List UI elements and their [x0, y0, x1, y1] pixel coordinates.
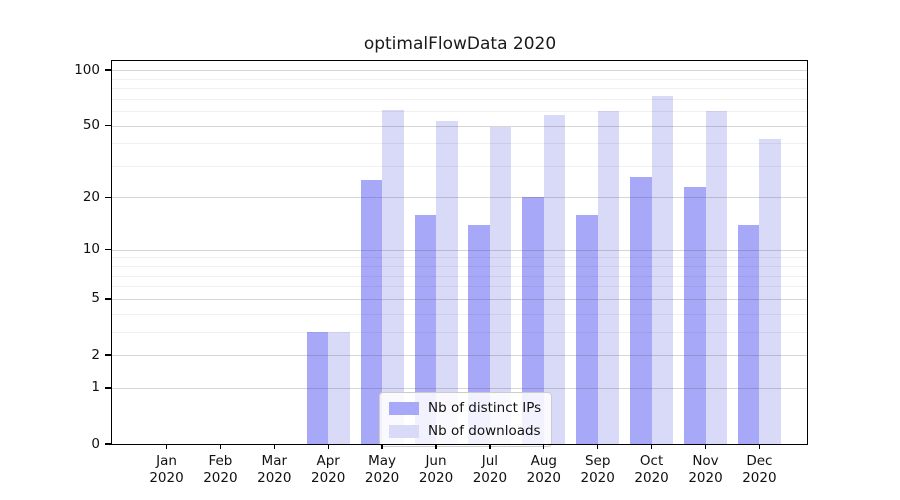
- gridline-major: [112, 298, 808, 300]
- x-axis-tick: [704, 444, 707, 449]
- bar-downloads-nov: [705, 111, 727, 444]
- x-axis-tick-label: Feb 2020: [203, 453, 238, 486]
- gridline-minor: [112, 88, 808, 90]
- x-axis-tick: [489, 444, 491, 449]
- y-axis-tick: [105, 249, 111, 251]
- x-axis-tick: [219, 444, 222, 449]
- axis-spine-right: [807, 61, 809, 445]
- gridline-major: [112, 249, 808, 251]
- bar-distinct-ips-apr: [306, 331, 329, 444]
- bar-downloads-may: [382, 109, 404, 444]
- gridline-minor: [112, 257, 808, 259]
- gridline-minor: [112, 165, 808, 167]
- y-axis-tick-label: 20: [82, 188, 100, 205]
- x-axis-tick-label: Jul 2020: [472, 453, 508, 486]
- legend-swatch-downloads: [389, 424, 419, 438]
- legend-swatch-distinct-ips: [389, 401, 419, 415]
- gridline-major: [112, 125, 808, 127]
- gridline-major: [112, 355, 808, 356]
- bar-downloads-dec: [759, 139, 781, 444]
- x-axis-tick: [381, 444, 383, 449]
- y-axis-tick: [105, 354, 111, 356]
- y-axis-tick: [105, 298, 111, 300]
- axis-spine-bottom: [111, 443, 808, 445]
- x-axis-tick: [543, 444, 545, 449]
- bar-distinct-ips-aug: [522, 197, 544, 444]
- x-axis-tick-label: Jan 2020: [149, 453, 184, 486]
- y-axis-tick-label: 50: [82, 117, 100, 134]
- legend-item-distinct-ips: Nb of distinct IPs: [389, 400, 541, 416]
- x-axis-tick: [758, 444, 761, 449]
- gridline-minor: [112, 313, 808, 315]
- gridline-minor: [112, 78, 808, 80]
- legend: Nb of distinct IPs Nb of downloads: [379, 392, 553, 447]
- bar-downloads-oct: [651, 96, 674, 444]
- gridline-minor: [112, 331, 808, 333]
- y-axis-tick-label: 0: [91, 435, 100, 452]
- bar-distinct-ips-dec: [737, 224, 760, 444]
- bar-downloads-jul: [489, 127, 512, 444]
- x-axis-tick: [165, 444, 168, 449]
- x-axis-tick-label: Nov 2020: [688, 453, 723, 486]
- y-axis-tick-label: 10: [82, 241, 100, 258]
- axis-spine-left: [111, 61, 113, 445]
- gridline-minor: [112, 143, 808, 145]
- bar-distinct-ips-nov: [684, 186, 706, 444]
- bar-downloads-apr: [328, 331, 350, 444]
- x-axis-tick-label: Sep 2020: [580, 453, 615, 486]
- y-axis-tick: [105, 443, 111, 445]
- x-axis-tick: [327, 444, 329, 449]
- x-axis-tick: [650, 444, 653, 449]
- bar-downloads-aug: [543, 115, 566, 444]
- y-axis-tick-label: 5: [91, 290, 100, 307]
- x-axis-tick-label: Oct 2020: [634, 453, 669, 486]
- bar-distinct-ips-oct: [630, 177, 652, 444]
- y-axis-tick: [105, 124, 111, 127]
- y-axis-tick: [105, 69, 111, 71]
- x-axis-tick-label: Aug 2020: [526, 453, 561, 486]
- gridline-minor: [112, 98, 808, 100]
- x-axis-tick-label: Dec 2020: [742, 453, 777, 486]
- x-axis-tick-label: Mar 2020: [257, 453, 292, 486]
- bar-distinct-ips-jul: [468, 224, 490, 444]
- gridline-minor: [112, 111, 808, 113]
- chart-title: optimalFlowData 2020: [363, 34, 557, 54]
- gridline-minor: [112, 286, 808, 288]
- x-axis-tick-label: Apr 2020: [311, 453, 346, 486]
- legend-label: Nb of downloads: [428, 423, 541, 439]
- bar-downloads-sep: [597, 111, 620, 444]
- bar-distinct-ips-sep: [576, 214, 598, 444]
- bar-downloads-jun: [436, 120, 458, 444]
- gridline-major: [112, 70, 808, 72]
- y-axis-tick-label: 2: [91, 346, 100, 363]
- legend-item-downloads: Nb of downloads: [389, 423, 541, 439]
- y-axis-tick: [105, 387, 111, 389]
- y-axis-tick-label: 1: [91, 379, 100, 396]
- axis-spine-top: [111, 60, 808, 62]
- gridline-major: [112, 197, 808, 199]
- x-axis-tick-label: May 2020: [364, 453, 400, 486]
- y-axis-tick-label: 100: [74, 61, 100, 78]
- x-axis-tick-label: Jun 2020: [418, 453, 454, 486]
- gridline-major: [112, 387, 808, 389]
- gridline-minor: [112, 266, 808, 268]
- bar-distinct-ips-may: [360, 180, 383, 444]
- x-axis-tick: [435, 444, 437, 449]
- y-axis-tick: [105, 196, 111, 199]
- x-axis-tick: [597, 444, 599, 449]
- legend-label: Nb of distinct IPs: [428, 400, 542, 416]
- bar-distinct-ips-jun: [414, 214, 436, 444]
- gridline-minor: [112, 275, 808, 277]
- x-axis-tick: [273, 444, 275, 449]
